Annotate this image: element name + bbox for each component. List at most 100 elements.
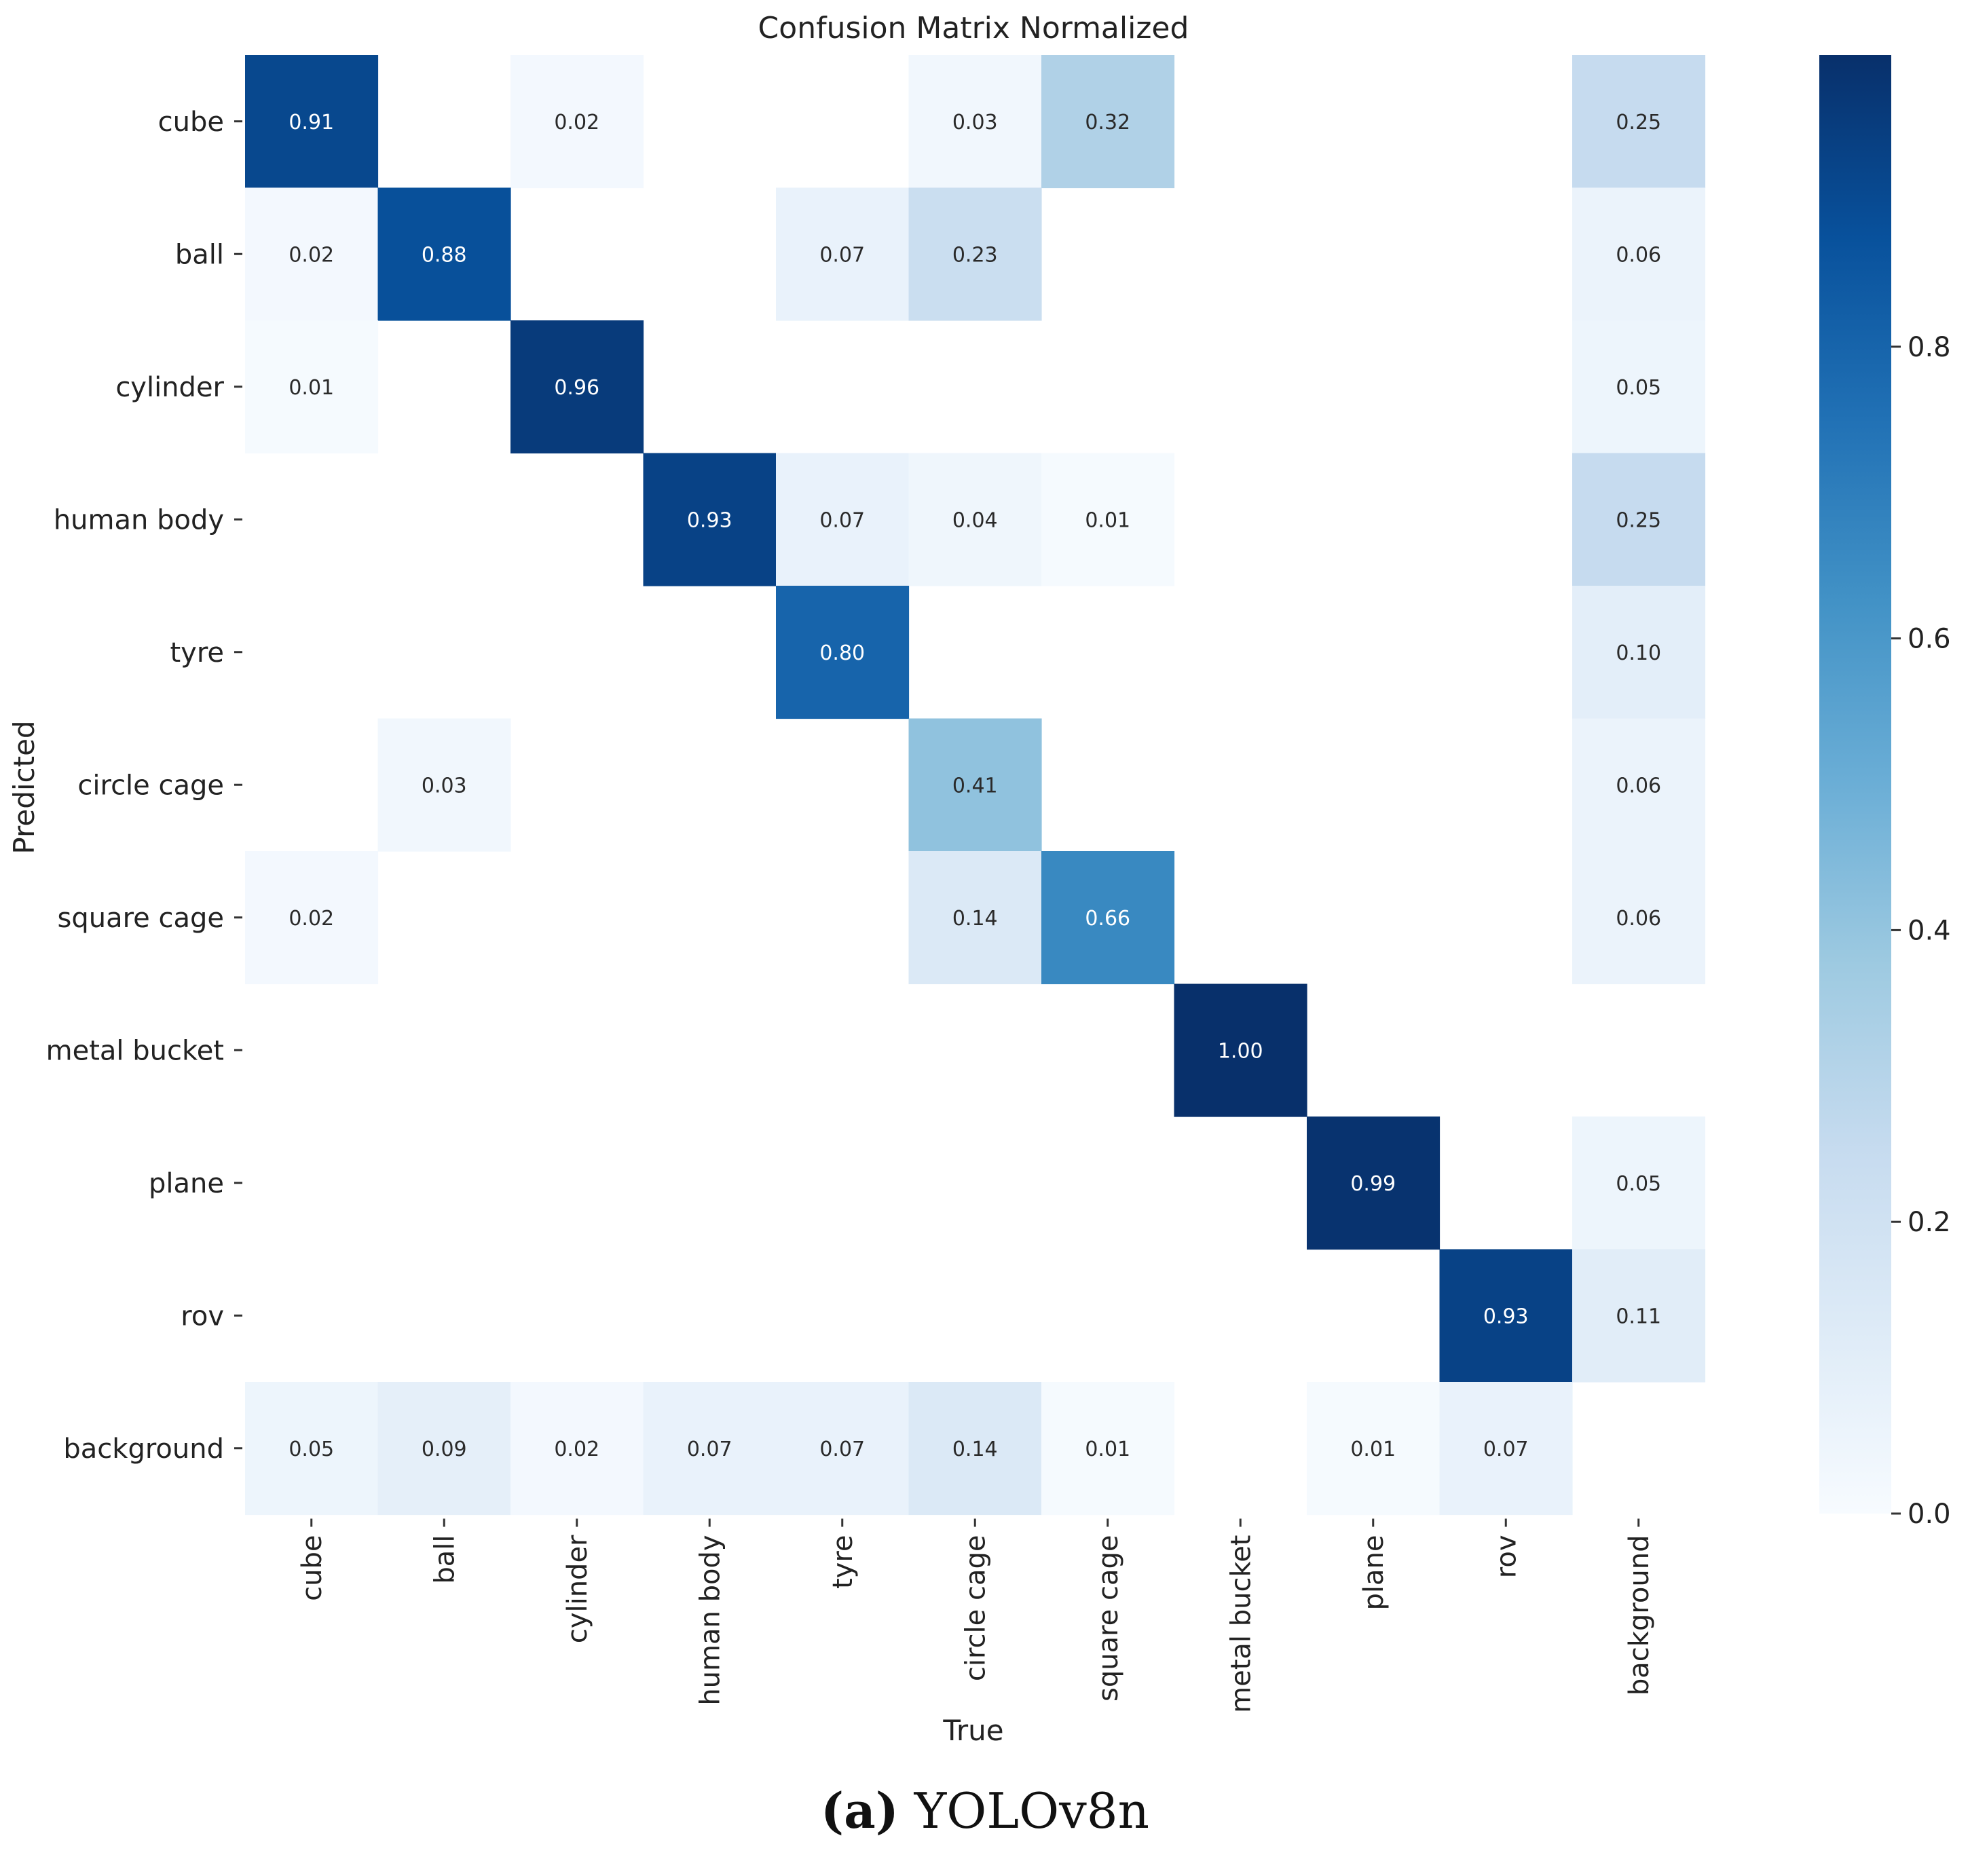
cell-value-label: 0.91 [289,111,334,134]
cell-value-label: 0.88 [422,243,467,267]
cell-value-label: 0.01 [1085,1438,1130,1461]
y-tick-label: ball [175,239,224,270]
heatmap-cell [245,55,379,189]
x-tick-label: metal bucket [1225,1535,1257,1713]
heatmap-cell [643,1382,777,1516]
x-tick-label: tyre [828,1535,859,1590]
cell-value-label: 0.02 [554,1438,599,1461]
heatmap-cell [510,320,644,454]
heatmap-cell [1307,1382,1441,1516]
heatmap-cell [1572,187,1706,321]
cell-value-label: 0.05 [1616,376,1661,400]
colorbar-tick-label: 0.0 [1908,1499,1951,1530]
cell-value-label: 0.10 [1616,641,1661,665]
heatmap-cell [510,1382,644,1516]
y-tick-label: cylinder [115,372,224,403]
heatmap-cell [1572,718,1706,852]
x-tick-label: rov [1491,1535,1522,1579]
cell-value-label: 0.25 [1616,111,1661,134]
cell-value-label: 0.03 [952,111,998,134]
x-tick-label: cube [297,1535,328,1601]
colorbar-ticks: 0.0 0.2 0.4 0.6 0.8 [1891,332,1951,1530]
heatmap-cell [1572,851,1706,985]
cell-value-label: 0.09 [422,1438,467,1461]
heatmap-cell [776,187,910,321]
heatmap-cell [1572,320,1706,454]
x-axis-label: True [942,1714,1003,1747]
x-tick-labels: cube ball cylinder human body tyre circle cag… [297,1518,1655,1713]
heatmap-cell [377,187,511,321]
cell-value-label: 0.41 [952,774,998,798]
cell-value-label: 0.02 [289,243,334,267]
heatmap-cell [908,55,1042,189]
caption-text: YOLOv8n [914,1782,1149,1839]
heatmap-cells: 0.91 0.02 0.03 0.32 0.25 0.02 0.88 0.07 0.23 0.06… [245,55,1706,1516]
heatmap-cell [776,586,910,719]
heatmap-cell [1572,1117,1706,1250]
cell-value-label: 0.07 [819,243,865,267]
cell-value-label: 0.05 [1616,1172,1661,1196]
cell-value-label: 0.93 [1483,1305,1529,1328]
heatmap-cell [1439,1382,1573,1516]
colorbar-tick-label: 0.4 [1908,915,1951,946]
cell-value-label: 0.07 [687,1438,732,1461]
colorbar-tick-label: 0.2 [1908,1207,1951,1238]
cell-value-label: 0.01 [289,376,334,400]
heatmap-cell [377,718,511,852]
heatmap-cell [1174,983,1307,1117]
cell-value-label: 0.93 [687,508,732,532]
heatmap-cell [908,718,1042,852]
heatmap-cell [1572,586,1706,719]
heatmap-cell [908,453,1042,586]
heatmap-cell [510,55,644,189]
cell-value-label: 0.01 [1350,1438,1396,1461]
heatmap-cell [1041,1382,1175,1516]
x-tick-label: human body [694,1535,726,1706]
y-tick-label: circle cage [77,770,224,801]
y-tick-label: background [63,1433,224,1465]
cell-value-label: 1.00 [1218,1039,1263,1063]
cell-value-label: 0.01 [1085,508,1130,532]
y-tick-label: metal bucket [46,1035,224,1066]
chart-title: Confusion Matrix Normalized [758,11,1189,45]
heatmap-cell [643,453,777,586]
y-tick-label: cube [158,107,224,138]
heatmap-cell [245,320,379,454]
cell-value-label: 0.14 [952,907,998,931]
colorbar-tick-label: 0.6 [1908,624,1951,655]
heatmap-cell [908,1382,1042,1516]
cell-value-label: 0.02 [289,907,334,931]
cell-value-label: 0.99 [1350,1172,1396,1196]
cell-value-label: 0.04 [952,508,998,532]
cell-value-label: 0.03 [422,774,467,798]
x-tick-label: square cage [1093,1535,1124,1702]
y-tick-label: plane [149,1168,224,1199]
heatmap-cell [1307,1117,1441,1250]
y-tick-label: human body [54,504,224,536]
cell-value-label: 0.02 [554,111,599,134]
cell-value-label: 0.07 [819,508,865,532]
cell-value-label: 0.11 [1616,1305,1661,1328]
x-tick-label: cylinder [562,1535,593,1643]
cell-value-label: 0.23 [952,243,998,267]
caption-label: (a) [821,1782,899,1839]
heatmap-cell [245,187,379,321]
cell-value-label: 0.14 [952,1438,998,1461]
heatmap-cell [776,1382,910,1516]
y-tick-label: square cage [58,903,225,934]
cell-value-label: 0.25 [1616,508,1661,532]
x-tick-label: circle cage [960,1535,991,1682]
y-tick-label: rov [181,1300,224,1332]
heatmap-cell [776,453,910,586]
cell-value-label: 0.06 [1616,243,1661,267]
cell-value-label: 0.07 [819,1438,865,1461]
cell-value-label: 0.06 [1616,774,1661,798]
x-tick-label: plane [1358,1535,1390,1611]
cell-value-label: 0.66 [1085,907,1130,931]
y-axis-label: Predicted [7,720,41,854]
heatmap-cell [1572,55,1706,189]
heatmap-cell [1439,1249,1573,1383]
cell-value-label: 0.05 [289,1438,334,1461]
heatmap-cell [245,851,379,985]
